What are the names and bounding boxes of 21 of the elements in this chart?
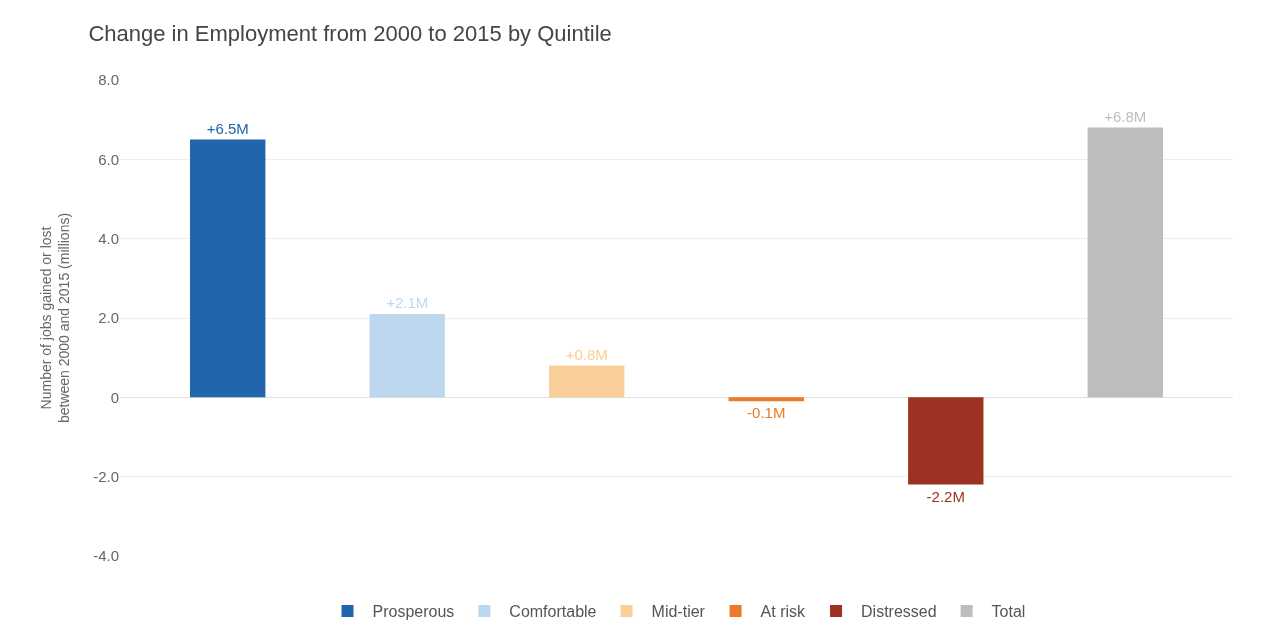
data-label: +2.1M <box>386 294 429 312</box>
y-tick-label: 0 <box>110 388 119 406</box>
data-label: +6.8M <box>1104 107 1147 125</box>
data-label: +6.5M <box>206 119 249 137</box>
y-tick-label: 2.0 <box>98 309 119 327</box>
chart-title: Change in Employment from 2000 to 2015 by Quintile <box>88 21 612 46</box>
y-tick-label: 8.0 <box>98 71 119 89</box>
legend-label: At risk <box>760 603 807 621</box>
data-label: +0.8M <box>565 345 608 363</box>
legend-label: Total <box>991 603 1026 621</box>
legend-label: Distressed <box>861 603 937 621</box>
y-tick-label: 6.0 <box>98 150 119 168</box>
y-tick-label: -2.0 <box>93 467 119 485</box>
legend-label: Mid-tier <box>651 603 706 621</box>
data-label: -0.1M <box>747 404 786 422</box>
legend-label: Comfortable <box>509 603 597 621</box>
data-label: -2.2M <box>926 487 965 505</box>
y-tick-label: -4.0 <box>93 547 119 565</box>
legend-label: Prosperous <box>372 603 455 621</box>
y-axis-title: Number of jobs gained or lost between 2000 and 2015 (millions) <box>37 212 72 424</box>
y-tick-label: 4.0 <box>98 229 119 247</box>
